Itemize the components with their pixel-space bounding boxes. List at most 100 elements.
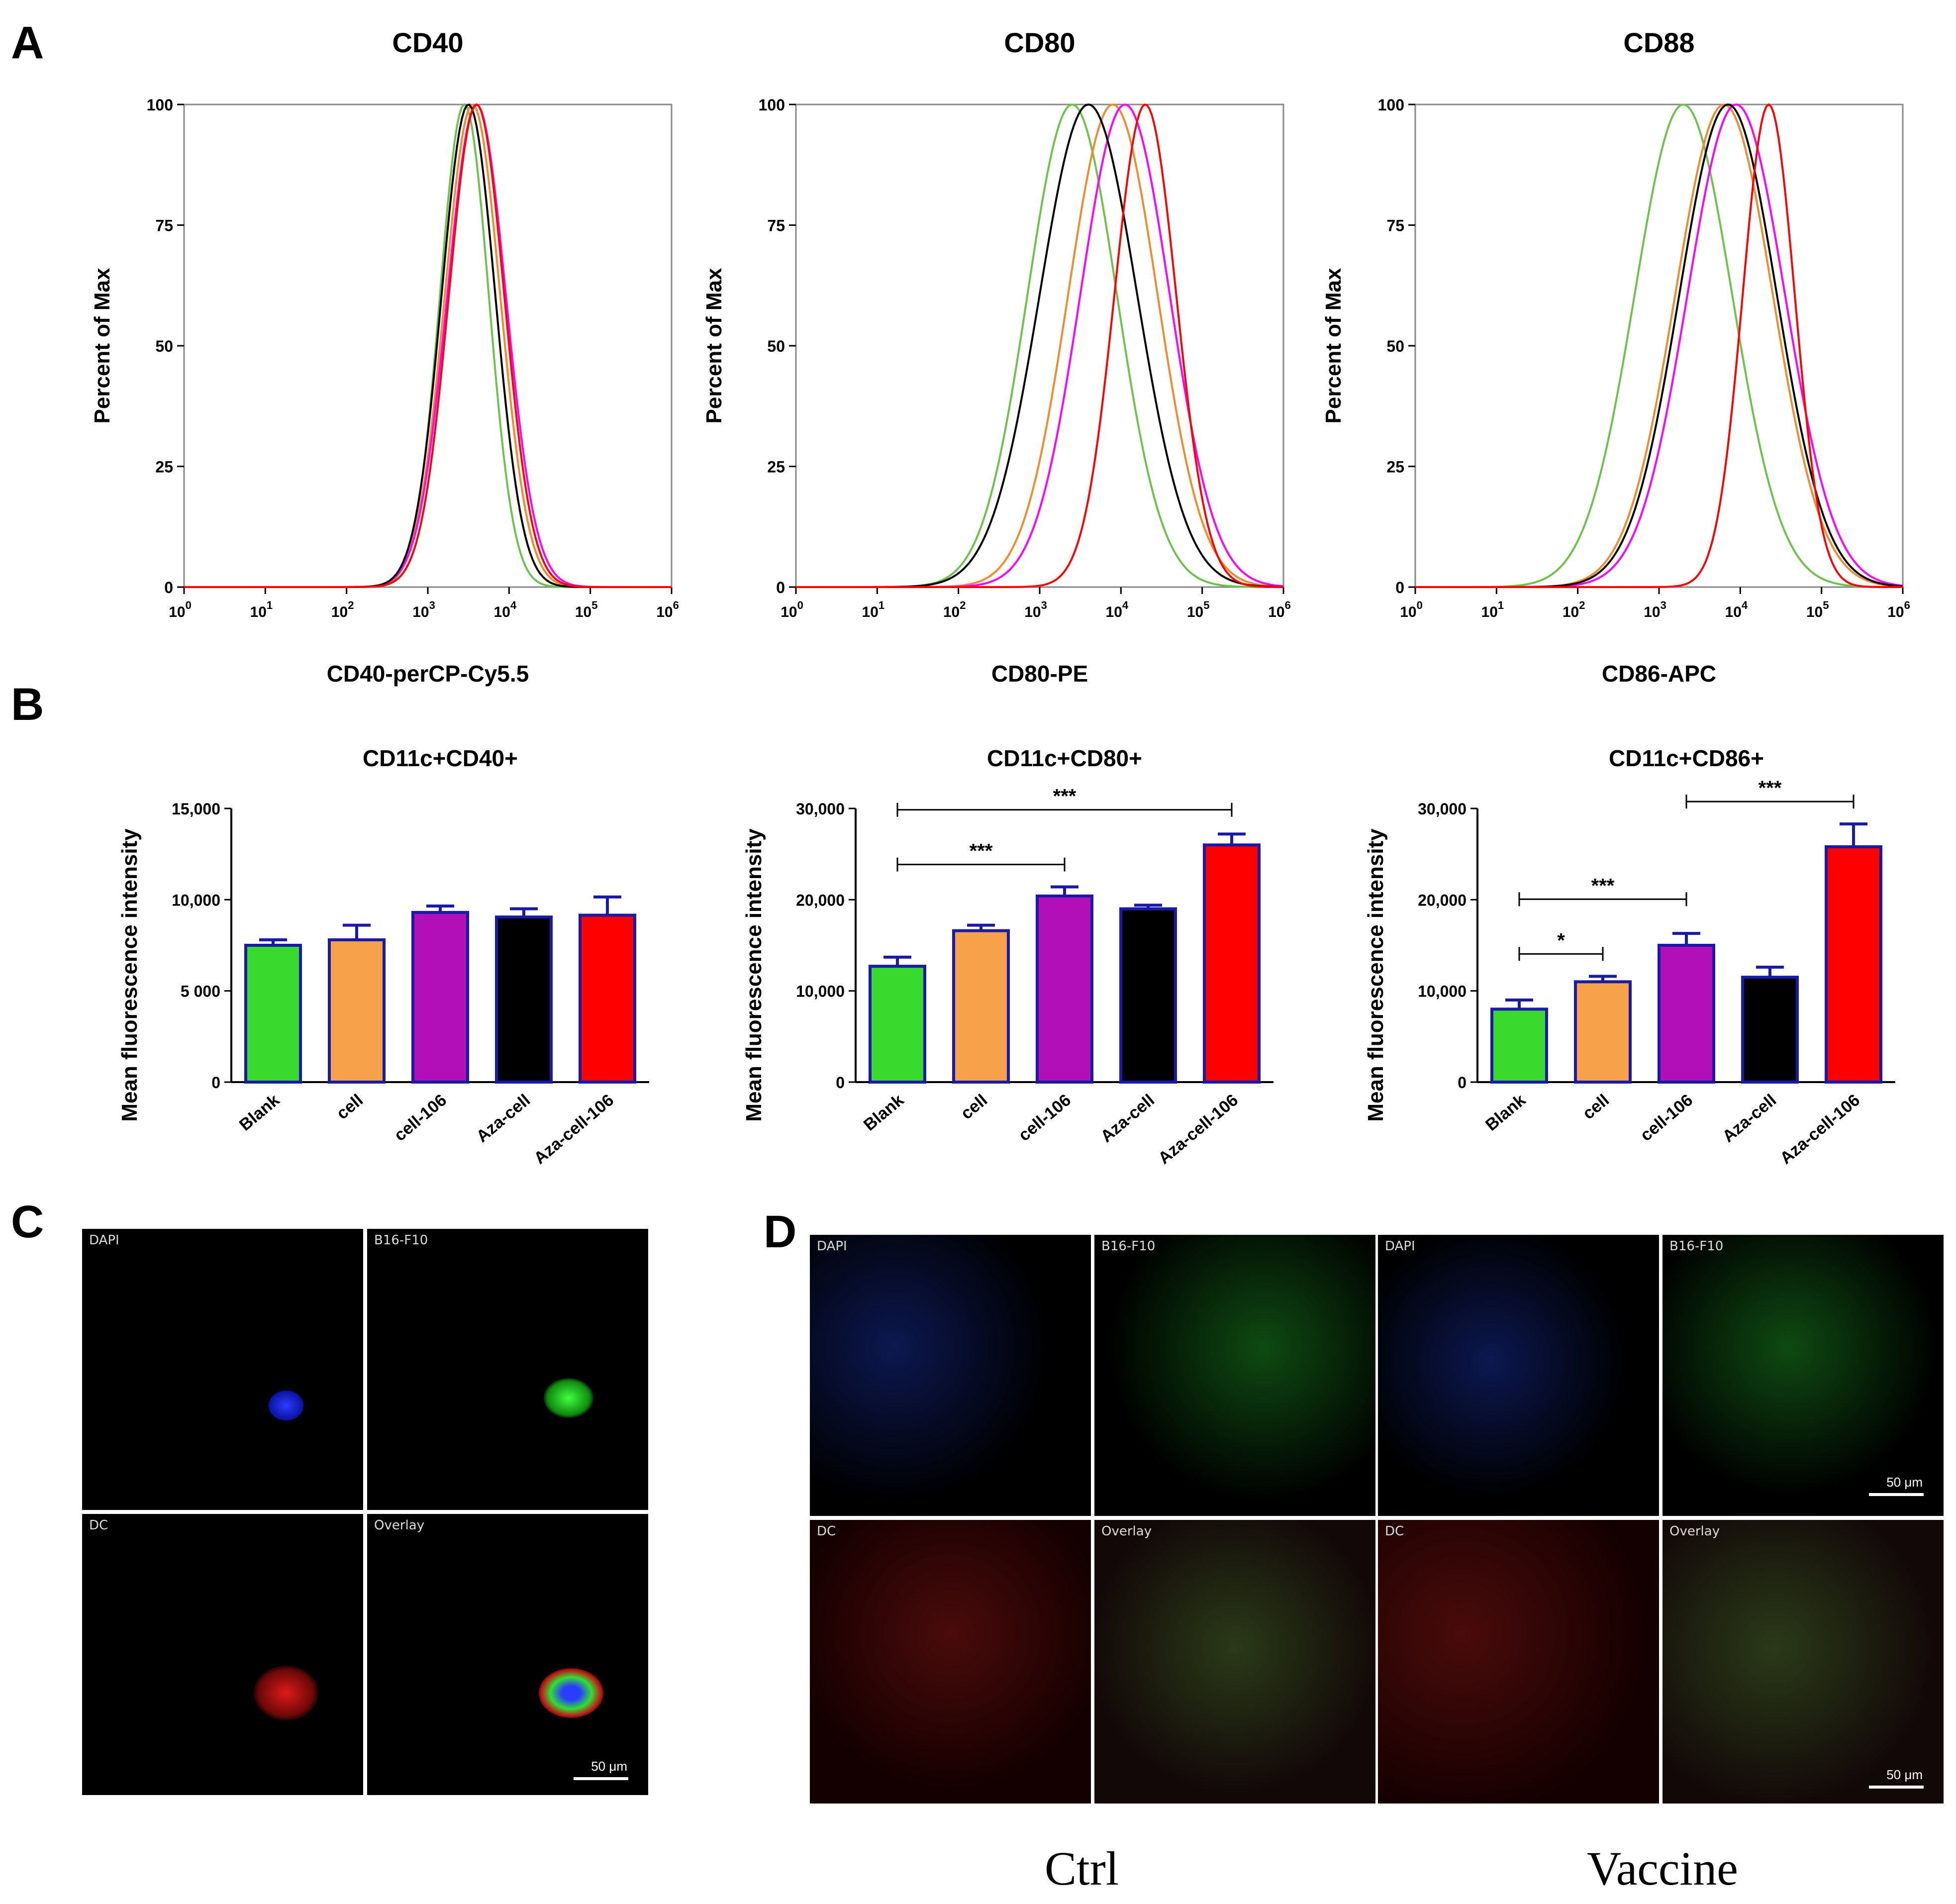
y-tick-label: 25 — [767, 458, 785, 476]
x-tick-exponent: 1 — [1498, 599, 1504, 611]
bar-chart-1: CD11c+CD40+ Mean fluorescence intensity 0 5… — [117, 745, 649, 1168]
nucleus-blob — [269, 1391, 303, 1420]
x-axis-label: CD80-PE — [991, 661, 1088, 687]
x-tick-exponent: 2 — [960, 599, 966, 611]
x-tick-exponent: 6 — [1285, 599, 1291, 611]
bar-chart-3: CD11c+CD86+ Mean fluorescence intensity 0 1… — [1364, 745, 1895, 1168]
micro-label: DC — [817, 1524, 836, 1539]
y-tick-label: 100 — [759, 96, 785, 114]
y-tick-label: 20,000 — [796, 891, 845, 909]
histogram-curve — [184, 103, 672, 588]
bar — [952, 929, 1010, 1084]
significance-label: *** — [970, 840, 993, 862]
x-tick-label: 101 — [1481, 599, 1504, 620]
micro-label: B16-F10 — [1669, 1239, 1724, 1254]
x-tick-exponent: 0 — [1417, 599, 1423, 611]
caption-vaccine: Vaccine — [1587, 1842, 1738, 1895]
micro-d-ctrl-overlay: Overlay — [1094, 1520, 1375, 1804]
category-label: Blank — [1482, 1091, 1529, 1135]
x-tick-label: 100 — [1400, 599, 1423, 620]
dc-cell-blob — [254, 1666, 318, 1720]
micro-c-overlay: Overlay 50 μm — [367, 1514, 648, 1795]
micro-label: Overlay — [1101, 1524, 1152, 1539]
x-tick-label: 102 — [1563, 599, 1585, 620]
micro-c-dc: DC — [82, 1514, 363, 1795]
category-label: Aza-cell-106 — [1155, 1091, 1242, 1168]
x-tick-exponent: 5 — [591, 599, 597, 611]
x-tick-exponent: 4 — [1742, 599, 1748, 611]
bar — [1119, 907, 1177, 1084]
histogram-curve — [184, 103, 672, 588]
micro-d-ctrl-dc: DC — [810, 1520, 1091, 1804]
panel-label-a: A — [11, 17, 44, 68]
x-tick-exponent: 5 — [1203, 599, 1209, 611]
y-tick-label: 100 — [1378, 96, 1404, 114]
x-tick-label: 100 — [781, 599, 803, 620]
x-tick-label: 106 — [1268, 599, 1291, 620]
bar — [495, 915, 553, 1084]
y-axis-label: Percent of Max — [90, 268, 114, 424]
x-axis-label: CD86-APC — [1602, 661, 1716, 687]
y-tick-label: 5 000 — [181, 983, 220, 1001]
y-tick-label: 75 — [155, 217, 173, 235]
y-axis-label: Percent of Max — [1321, 268, 1346, 424]
histogram-curve — [1415, 103, 1903, 588]
histogram-curve — [1415, 103, 1903, 588]
x-tick-label: 105 — [1806, 599, 1829, 620]
scale-bar — [1869, 1493, 1924, 1496]
overlay-cell-blob — [539, 1668, 603, 1718]
caption-ctrl: Ctrl — [1045, 1842, 1119, 1895]
y-tick-label: 0 — [164, 579, 173, 597]
bar — [1574, 980, 1632, 1084]
x-tick-label: 106 — [656, 599, 679, 620]
histogram-curve — [796, 103, 1284, 588]
x-tick-exponent: 2 — [348, 599, 354, 611]
bar — [1203, 843, 1261, 1084]
bar-charts: CD11c+CD40+ Mean fluorescence intensity 0 5… — [117, 745, 1895, 1168]
y-axis-label: Mean fluorescence intensity — [1364, 828, 1388, 1122]
x-tick-exponent: 3 — [429, 599, 435, 611]
category-label: Aza-cell — [1719, 1091, 1780, 1146]
bar — [1490, 1007, 1548, 1084]
micro-label: DAPI — [1385, 1239, 1415, 1254]
histogram-curve — [1415, 103, 1903, 588]
micro-label: DC — [1385, 1524, 1404, 1539]
y-tick-label: 0 — [836, 1074, 845, 1092]
category-label: Aza-cell-106 — [530, 1091, 617, 1168]
x-tick-label: 101 — [862, 599, 885, 620]
category-label: Aza-cell-106 — [1776, 1091, 1863, 1168]
y-axis-label: Mean fluorescence intensity — [117, 828, 142, 1122]
micro-c-b16: B16-F10 — [367, 1229, 648, 1510]
chart-title: CD11c+CD40+ — [363, 745, 518, 771]
y-tick-label: 30,000 — [1418, 800, 1467, 818]
significance-label: *** — [1759, 777, 1782, 799]
micro-d-vac-dapi: DAPI — [1378, 1235, 1659, 1516]
plot-frame — [1414, 103, 1904, 588]
histogram-curve — [184, 103, 672, 588]
y-tick-label: 30,000 — [796, 800, 845, 818]
x-tick-label: 104 — [1725, 599, 1748, 620]
scale-bar — [574, 1777, 628, 1780]
x-tick-label: 105 — [575, 599, 598, 620]
y-axis-label: Mean fluorescence intensity — [742, 828, 766, 1122]
y-tick-label: 100 — [147, 96, 173, 114]
plot-frame — [183, 103, 673, 588]
scale-label: 50 μm — [1886, 1475, 1923, 1490]
chart-title: CD11c+CD86+ — [1609, 745, 1764, 771]
plot-frame — [795, 103, 1284, 588]
y-tick-label: 0 — [211, 1074, 220, 1092]
micro-label: B16-F10 — [1101, 1239, 1156, 1254]
y-tick-label: 25 — [1386, 458, 1404, 476]
histogram-curve — [184, 103, 672, 588]
x-tick-exponent: 4 — [1122, 599, 1129, 611]
category-label: Blank — [860, 1091, 907, 1135]
bar — [1036, 895, 1093, 1084]
x-tick-label: 106 — [1887, 599, 1910, 620]
chart-title: CD11c+CD80+ — [987, 745, 1142, 771]
micro-d-vac-overlay: Overlay 50 μm — [1663, 1520, 1944, 1804]
x-tick-label: 103 — [412, 599, 435, 620]
category-label: Aza-cell — [1097, 1091, 1158, 1146]
